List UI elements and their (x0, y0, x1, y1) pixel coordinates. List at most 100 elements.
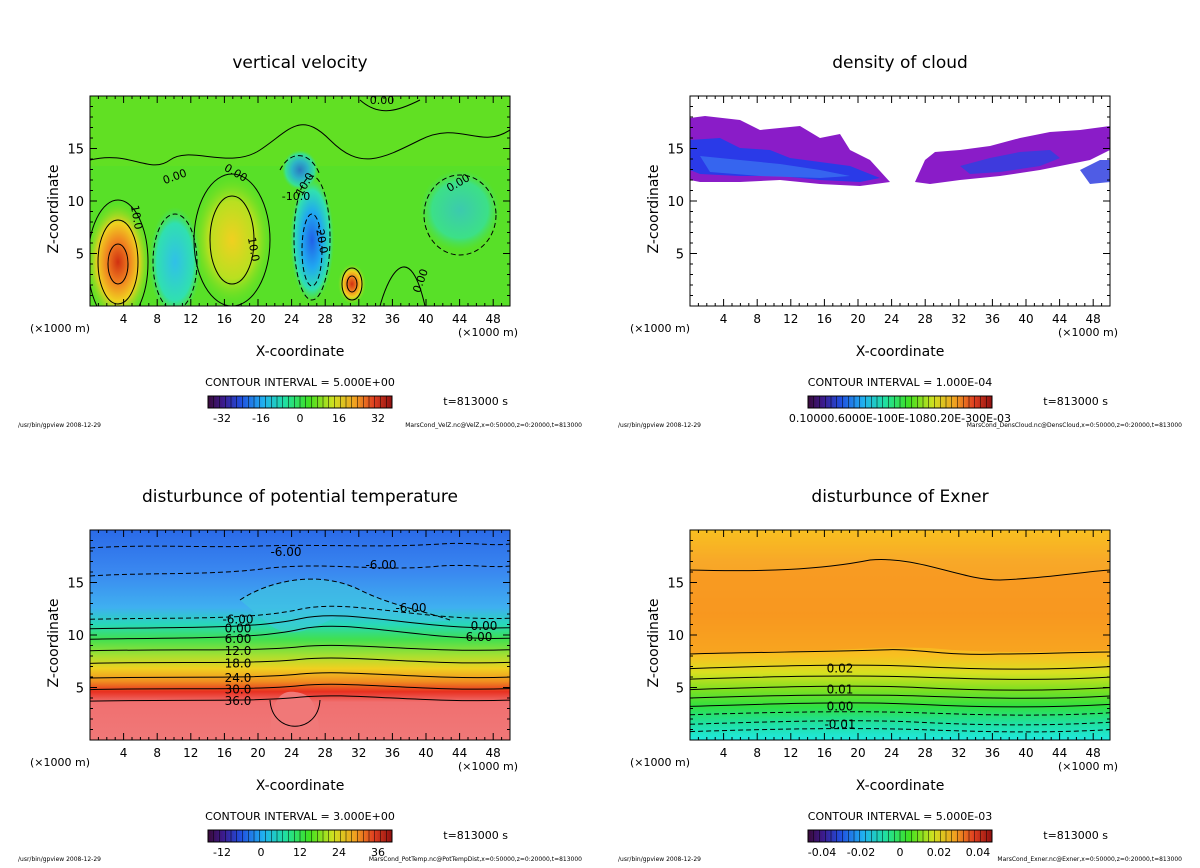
contour-interval: CONTOUR INTERVAL = 5.000E-03 (808, 810, 992, 823)
x-tick-label: 32 (351, 312, 366, 326)
x-tick-label: 36 (385, 312, 400, 326)
contour-label: -0.01 (824, 717, 855, 731)
x-tick-label: 32 (951, 312, 966, 326)
colorbar-tick-label: -32 (213, 412, 231, 425)
x-tick-label: 28 (318, 312, 333, 326)
contour-label: 6.00 (466, 630, 493, 644)
x-unit-right: (×1000 m) (458, 326, 518, 339)
footer-left: /usr/bin/gpview 2008-12-29 (18, 422, 101, 429)
contour-line (690, 675, 1110, 680)
x-tick-label: 28 (918, 746, 933, 760)
x-unit-left: (×1000 m) (30, 322, 90, 335)
contour-line (90, 657, 510, 664)
y-tick-label: 15 (667, 577, 684, 592)
x-unit-right: (×1000 m) (1058, 326, 1118, 339)
colorbar-tick-label: -0.04 (808, 846, 836, 859)
contour-interval: CONTOUR INTERVAL = 3.000E+00 (205, 810, 395, 823)
cloud-field (690, 116, 1110, 186)
chart-title: disturbunce of Exner (811, 487, 988, 507)
x-tick-label: 40 (1018, 746, 1033, 760)
y-axis-label: Z-coordinate (646, 598, 662, 687)
footer-right: MarsCond_PotTemp.nc@PotTempDist,x=0:5000… (369, 856, 582, 863)
panel-vertical-velocity: 10.00.000.00 0.0010.0-10.0-20.010.00.000.… (89, 94, 511, 307)
x-tick-label: 28 (318, 746, 333, 760)
x-tick-label: 4 (120, 312, 128, 326)
y-tick-label: 15 (667, 143, 684, 158)
footer-right: MarsCond_Exner.nc@Exner,x=0:50000,z=0:20… (997, 856, 1182, 863)
x-tick-label: 4 (720, 746, 728, 760)
x-tick-label: 44 (1052, 746, 1067, 760)
x-unit-left: (×1000 m) (630, 322, 690, 335)
contour-line (90, 683, 510, 691)
x-tick-label: 16 (217, 312, 232, 326)
x-axis-label: X-coordinate (256, 778, 345, 794)
y-tick-label: 15 (67, 577, 84, 592)
y-tick-label: 15 (67, 143, 84, 158)
y-tick-label: 5 (76, 682, 84, 697)
footer-right: MarsCond_VelZ.nc@VelZ,x=0:50000,z=0:2000… (405, 422, 582, 429)
y-tick-label: 10 (67, 629, 84, 644)
footer-left: /usr/bin/gpview 2008-12-29 (18, 856, 101, 863)
contour-label: 24.0 (225, 671, 252, 685)
chart-title: disturbunce of potential temperature (142, 487, 458, 507)
contour-labels: 36.030.024.018.012.06.000.00-6.00-6.00-6… (222, 545, 497, 708)
contour-label: 0.00 (225, 622, 252, 636)
colorbar-tick-label: -12 (213, 846, 231, 859)
x-unit-right: (×1000 m) (458, 760, 518, 773)
contour-line (90, 615, 510, 630)
x-tick-label: 44 (1052, 312, 1067, 326)
x-tick-label: 24 (284, 312, 299, 326)
x-tick-label: 44 (452, 312, 467, 326)
x-tick-label: 16 (817, 312, 832, 326)
x-tick-label: 48 (1086, 746, 1101, 760)
chart-title: density of cloud (832, 53, 968, 73)
x-tick-label: 16 (817, 746, 832, 760)
time-label: t=813000 s (443, 395, 508, 408)
colorbar-tick-label: 32 (371, 412, 385, 425)
contour-interval: CONTOUR INTERVAL = 5.000E+00 (205, 376, 395, 389)
contour-label: 12.0 (225, 644, 252, 658)
colorbar-tick-label: 24 (332, 846, 346, 859)
time-label: t=813000 s (1043, 829, 1108, 842)
x-axis-label: X-coordinate (856, 778, 945, 794)
contour-line (690, 711, 1110, 716)
contour-label: 6.00 (225, 632, 252, 646)
colorbar-tick-label: 0 (297, 412, 304, 425)
x-tick-label: 20 (250, 746, 265, 760)
x-tick-label: 8 (753, 746, 761, 760)
x-unit-right: (×1000 m) (1058, 760, 1118, 773)
y-tick-label: 10 (667, 195, 684, 210)
y-tick-label: 10 (667, 629, 684, 644)
x-tick-label: 36 (385, 746, 400, 760)
y-tick-label: 10 (67, 195, 84, 210)
x-tick-label: 12 (183, 746, 198, 760)
contour-label: 30.0 (225, 683, 252, 697)
x-tick-label: 24 (884, 312, 899, 326)
time-label: t=813000 s (443, 829, 508, 842)
x-unit-left: (×1000 m) (630, 756, 690, 769)
contour-line (690, 720, 1110, 726)
contour-label: -6.00 (365, 558, 396, 572)
x-tick-label: 4 (120, 746, 128, 760)
contour-label: 0.00 (471, 619, 498, 633)
contour-labels: 0.02 0.01 0.00 -0.01 (824, 662, 855, 732)
exner-field (690, 530, 1110, 740)
contour-line (90, 644, 510, 652)
y-axis-label: Z-coordinate (646, 164, 662, 253)
y-axis-label: Z-coordinate (46, 164, 62, 253)
contour-line (90, 625, 510, 640)
x-tick-label: 8 (153, 312, 161, 326)
temperature-field (90, 530, 510, 740)
contour-line (90, 672, 510, 679)
colorbar-tick-label: 12 (293, 846, 307, 859)
x-axis-label: X-coordinate (256, 344, 345, 360)
contour-label: 18.0 (225, 656, 252, 670)
x-tick-label: 16 (217, 746, 232, 760)
x-tick-label: 40 (1018, 312, 1033, 326)
footer-right: MarsCond_DensCloud.nc@DensCloud,x=0:5000… (967, 422, 1182, 429)
x-tick-label: 20 (850, 746, 865, 760)
x-tick-label: 32 (951, 746, 966, 760)
